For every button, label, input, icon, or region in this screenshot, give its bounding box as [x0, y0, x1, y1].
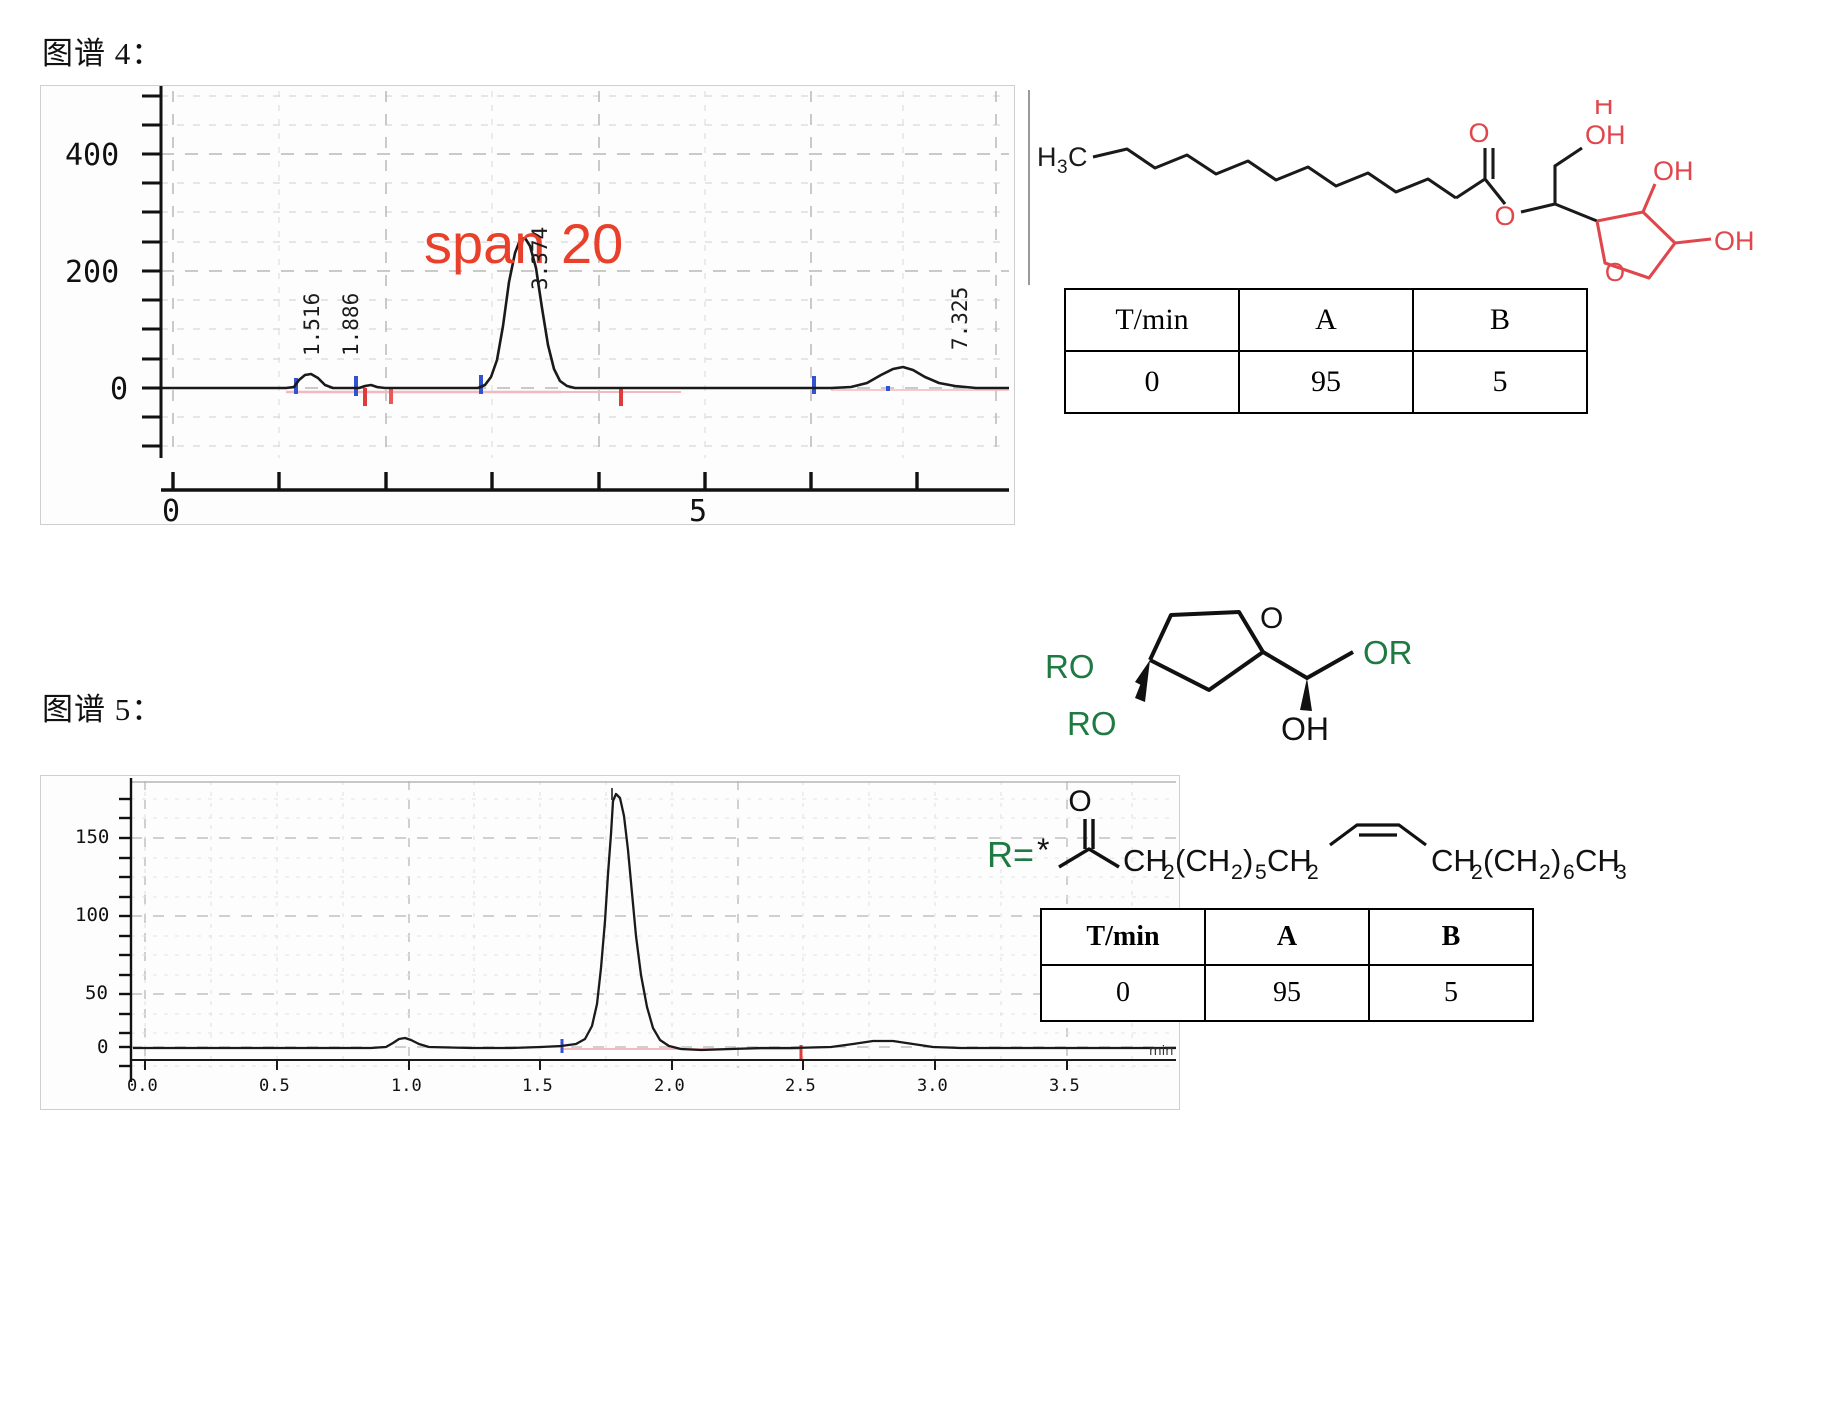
- svg-text:2: 2: [1471, 861, 1483, 884]
- svg-text:O: O: [1605, 257, 1625, 285]
- td-tmin: 0: [1040, 964, 1206, 1022]
- svg-text:H: H: [1037, 142, 1057, 172]
- svg-text:CH: CH: [1267, 843, 1312, 878]
- caption-chart-4: 图谱 4：: [42, 36, 164, 71]
- chromatogram-span20: 400 200 0 0 5 span 20 1.516 1.886 3.374 …: [40, 85, 1015, 525]
- th-b: B: [1412, 288, 1588, 352]
- chart4-xtick-5: 5: [689, 494, 708, 525]
- svg-text:O: O: [1494, 201, 1515, 231]
- chart4-ytick-0: 0: [110, 372, 129, 407]
- table-row: T/min A B: [1040, 908, 1534, 966]
- chart4-peak-label-4: 7.325: [948, 286, 972, 350]
- svg-text:OH: OH: [1585, 120, 1626, 150]
- chart4-plot: [142, 86, 1009, 492]
- chart4-ytick-400: 400: [65, 138, 120, 173]
- svg-text:CH: CH: [1431, 843, 1476, 878]
- gradient-table-chart5: T/min A B 0 95 5: [1040, 908, 1534, 1022]
- svg-text:R=: R=: [987, 834, 1034, 875]
- svg-text:(CH: (CH: [1483, 843, 1538, 878]
- chart5-x-unit: min: [1149, 1044, 1174, 1059]
- chart5-xtick-0: 0.0: [127, 1076, 158, 1096]
- svg-text:3: 3: [1057, 157, 1068, 178]
- svg-text:2: 2: [1231, 861, 1243, 884]
- th-tmin: T/min: [1040, 908, 1206, 966]
- th-tmin: T/min: [1064, 288, 1240, 352]
- svg-text:O: O: [1068, 785, 1091, 818]
- gradient-table-chart4: T/min A B 0 95 5: [1064, 288, 1588, 414]
- chart4-peak-label-1: 1.516: [300, 292, 324, 356]
- td-b: 5: [1368, 964, 1534, 1022]
- svg-text:2: 2: [1163, 861, 1175, 884]
- svg-text:C: C: [1068, 142, 1088, 172]
- chart5-xtick-7: 3.5: [1049, 1076, 1080, 1096]
- chart4-annotation: span 20: [424, 212, 624, 275]
- svg-text:(CH: (CH: [1175, 843, 1230, 878]
- chart5-xtick-2: 1.0: [391, 1076, 422, 1096]
- td-tmin: 0: [1064, 350, 1240, 414]
- svg-text:CH: CH: [1575, 843, 1620, 878]
- svg-text:*: *: [1037, 832, 1049, 868]
- svg-text:6: 6: [1563, 861, 1575, 884]
- chart5-xtick-4: 2.0: [654, 1076, 685, 1096]
- chart5-ytick-150: 150: [75, 826, 110, 848]
- th-a: A: [1238, 288, 1414, 352]
- chart4-structure-divider: [1028, 90, 1030, 285]
- td-b: 5: [1412, 350, 1588, 414]
- th-a: A: [1204, 908, 1370, 966]
- chart5-xtick-6: 3.0: [917, 1076, 948, 1096]
- svg-text:O: O: [1468, 118, 1489, 148]
- structure-span85-core: O RO RO OH OR: [1045, 602, 1413, 747]
- svg-text:3: 3: [1615, 861, 1627, 884]
- svg-text:RO: RO: [1067, 705, 1117, 742]
- chromatogram-span85: 150 100 50 0 0.0 0.5 1.0 1.5 2.0 2.5 3.0…: [40, 775, 1180, 1110]
- svg-text:OR: OR: [1363, 634, 1413, 671]
- caption-chart-5: 图谱 5：: [42, 692, 164, 727]
- svg-text:): ): [1551, 843, 1561, 878]
- chart5-xtick-3: 1.5: [522, 1076, 553, 1096]
- svg-text:2: 2: [1307, 861, 1319, 884]
- svg-text:OH: OH: [1714, 226, 1755, 256]
- chart4-peak-label-3: 3.374: [528, 226, 552, 290]
- chart4-ytick-200: 200: [65, 255, 120, 290]
- chart5-xtick-5: 2.5: [785, 1076, 816, 1096]
- chart4-peak-label-2: 1.886: [339, 292, 363, 356]
- structure-span20: H 3 C O O OH H O OH OH: [1037, 100, 1755, 285]
- svg-text:OH: OH: [1281, 711, 1329, 747]
- svg-text:O: O: [1260, 602, 1283, 635]
- svg-text:2: 2: [1539, 861, 1551, 884]
- td-a: 95: [1204, 964, 1370, 1022]
- td-a: 95: [1238, 350, 1414, 414]
- chart5-plot: [119, 778, 1176, 1082]
- svg-text:): ): [1243, 843, 1253, 878]
- svg-text:OH: OH: [1653, 156, 1694, 186]
- structure-span85-r-group: R= * O CH 2 (CH 2 ) 5 CH 2 CH 2 (CH 2 ) …: [987, 785, 1627, 884]
- table-row: 0 95 5: [1040, 964, 1534, 1022]
- svg-text:H: H: [1594, 100, 1614, 120]
- table-row: 0 95 5: [1064, 350, 1588, 414]
- chart5-ytick-0: 0: [97, 1036, 109, 1058]
- svg-text:CH: CH: [1123, 843, 1168, 878]
- chart4-xtick-0: 0: [162, 494, 181, 525]
- chart5-ytick-100: 100: [75, 904, 110, 926]
- th-b: B: [1368, 908, 1534, 966]
- chart5-ytick-50: 50: [85, 982, 108, 1004]
- table-row: T/min A B: [1064, 288, 1588, 352]
- chart5-xtick-1: 0.5: [259, 1076, 290, 1096]
- svg-text:5: 5: [1255, 861, 1267, 884]
- svg-text:RO: RO: [1045, 648, 1095, 685]
